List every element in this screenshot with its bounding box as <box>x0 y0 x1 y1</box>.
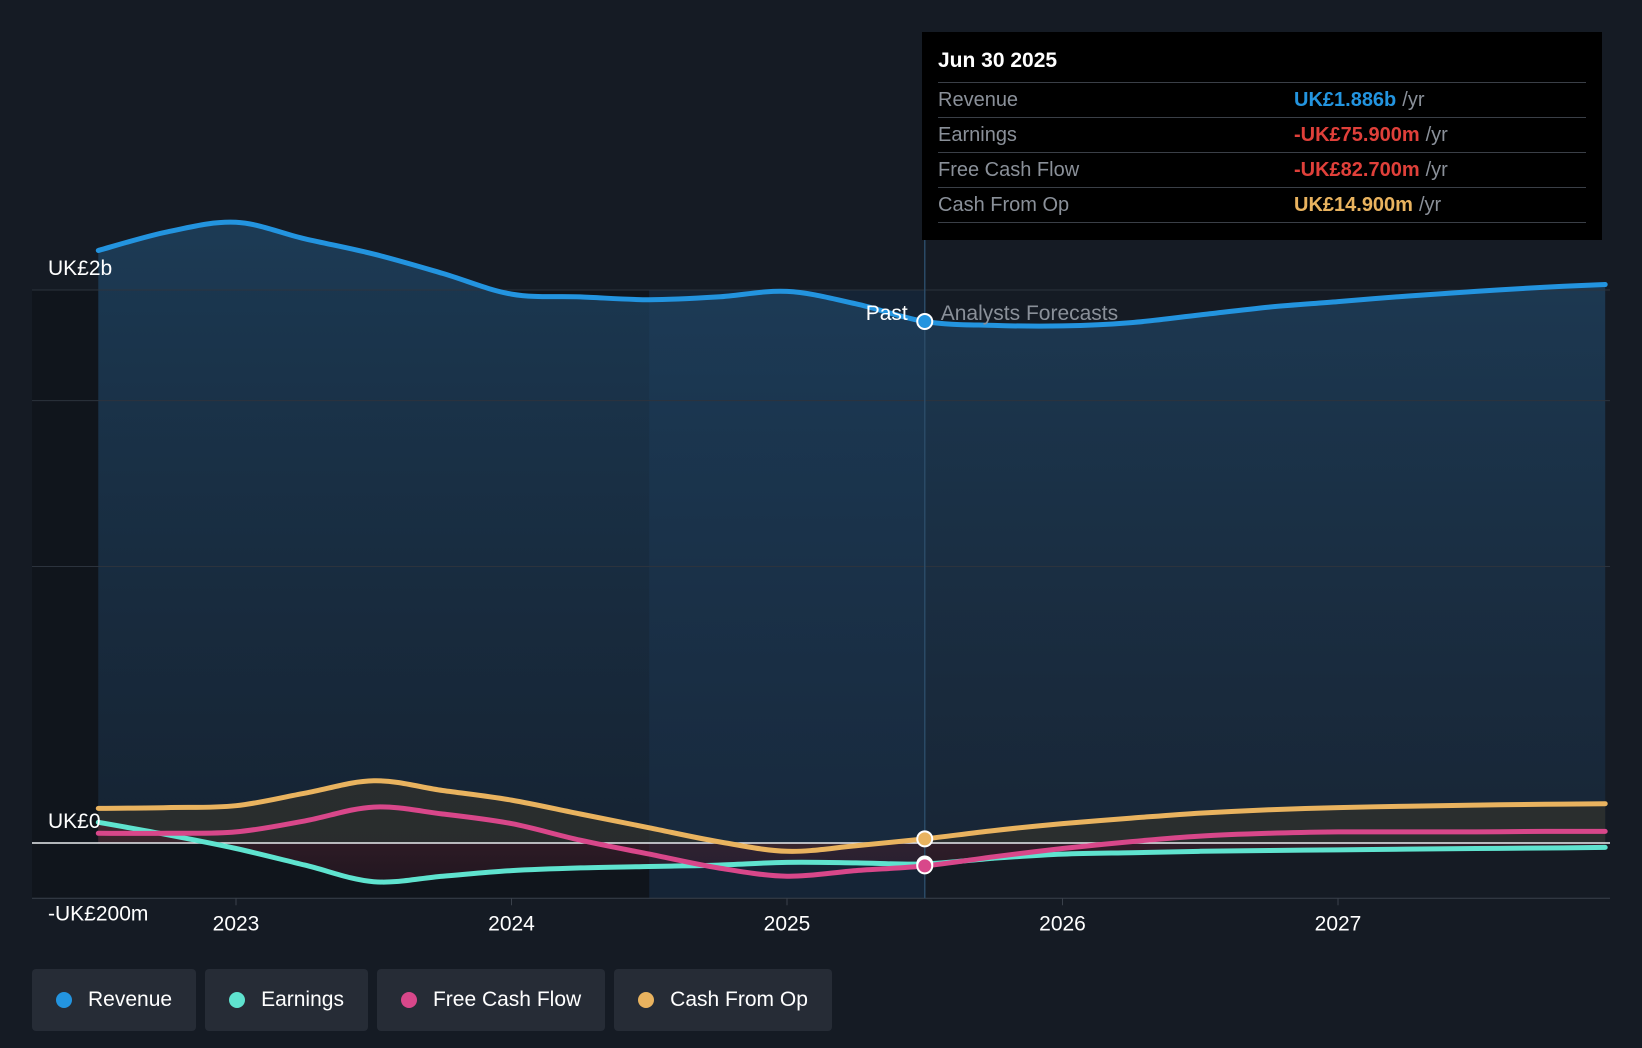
tooltip-row-free-cash-flow: Free Cash Flow -UK£82.700m /yr <box>938 153 1586 188</box>
legend-label: Free Cash Flow <box>432 988 582 1011</box>
tooltip-date: Jun 30 2025 <box>938 46 1586 83</box>
tooltip-value: UK£1.886b <box>1294 89 1397 111</box>
legend-item-earnings[interactable]: Earnings <box>205 969 368 1031</box>
legend-item-cash-from-op[interactable]: Cash From Op <box>614 969 832 1031</box>
x-tick-label: 2026 <box>1039 912 1086 935</box>
y-tick-label: -UK£200m <box>48 902 148 925</box>
tooltip-value: UK£14.900m <box>1294 194 1413 216</box>
revenue-marker <box>916 313 934 331</box>
tooltip-label: Earnings <box>938 124 1017 146</box>
chart-legend: Revenue Earnings Free Cash Flow Cash Fro… <box>32 969 832 1031</box>
y-tick-label: UK£0 <box>48 810 101 833</box>
x-tick-label: 2023 <box>213 912 260 935</box>
x-tick-label: 2024 <box>488 912 535 935</box>
tooltip-row-revenue: Revenue UK£1.886b /yr <box>938 83 1586 118</box>
x-tick-label: 2027 <box>1315 912 1362 935</box>
legend-label: Earnings <box>261 988 344 1011</box>
tooltip-unit: /yr <box>1418 194 1442 216</box>
tooltip-unit: /yr <box>1402 89 1425 111</box>
cash-from-op-line <box>95 778 1608 854</box>
free-cash-flow-line <box>95 804 1608 879</box>
past-label: Past <box>866 302 908 325</box>
revenue-line <box>95 219 1608 329</box>
earnings-dot-icon <box>229 992 246 1008</box>
forecast-label: Analysts Forecasts <box>941 302 1118 325</box>
tooltip-label: Cash From Op <box>938 194 1070 216</box>
earnings-line <box>95 819 1608 885</box>
x-tick-label: 2025 <box>764 912 811 935</box>
revenue-dot-icon <box>56 992 72 1008</box>
tooltip-row-cash-from-op: Cash From Op UK£14.900m /yr <box>938 188 1586 223</box>
tooltip-label: Revenue <box>938 89 1019 111</box>
tooltip-panel: Jun 30 2025 Revenue UK£1.886b /yr Earnin… <box>922 32 1602 240</box>
legend-item-revenue[interactable]: Revenue <box>32 969 197 1031</box>
tooltip-label: Free Cash Flow <box>938 159 1080 181</box>
y-tick-label: UK£2b <box>48 257 112 280</box>
free-cash-flow-dot-icon <box>400 992 417 1008</box>
tooltip-unit: /yr <box>1425 159 1448 181</box>
legend-label: Revenue <box>88 988 173 1011</box>
cash-from-op-marker <box>916 830 934 848</box>
earnings-area <box>98 822 1606 883</box>
legend-item-free-cash-flow[interactable]: Free Cash Flow <box>376 969 606 1031</box>
revenue-area <box>98 222 1606 843</box>
tooltip-value: -UK£75.900m <box>1294 124 1420 146</box>
legend-label: Cash From Op <box>670 988 808 1011</box>
tooltip-unit: /yr <box>1425 124 1448 146</box>
free-cash-flow-marker <box>916 857 934 875</box>
tooltip-row-earnings: Earnings -UK£75.900m /yr <box>938 118 1586 153</box>
tooltip-value: -UK£82.700m <box>1294 159 1420 181</box>
cash-from-op-dot-icon <box>638 992 655 1008</box>
